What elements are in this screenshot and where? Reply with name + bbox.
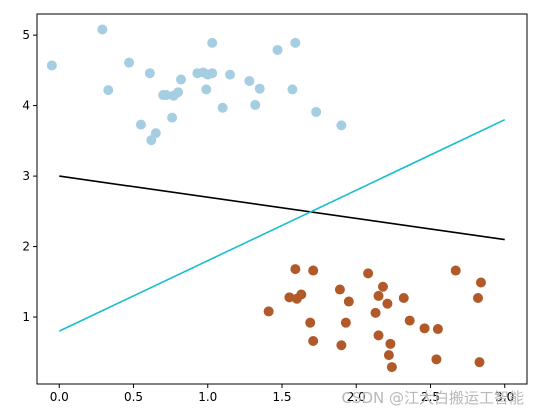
scatter-point xyxy=(370,307,381,318)
scatter-point xyxy=(450,265,461,276)
scatter-point xyxy=(207,68,218,79)
y-axis: 1 2 3 4 5 xyxy=(22,28,37,324)
scatter-point xyxy=(296,289,307,300)
scatter-point xyxy=(398,293,409,304)
scatter-point xyxy=(382,298,393,309)
x-tick-label: 1.5 xyxy=(272,390,291,404)
y-tick-label: 1 xyxy=(22,310,30,324)
plot-frame xyxy=(36,13,528,385)
scatter-point xyxy=(475,277,486,288)
watermark-text: CSDN @江大白搬运工智能 xyxy=(341,389,524,407)
scatter-point xyxy=(336,120,347,131)
scatter-point xyxy=(244,75,255,86)
scatter-point xyxy=(254,83,265,94)
scatter-point xyxy=(308,265,319,276)
scatter-point xyxy=(135,119,146,130)
scatter-point xyxy=(250,99,261,110)
scatter-point xyxy=(419,323,430,334)
series-line-3 xyxy=(58,118,506,332)
scatter-point xyxy=(373,330,384,341)
scatter-point xyxy=(336,340,347,351)
y-tick-label: 5 xyxy=(22,28,30,42)
scatter-point xyxy=(201,84,212,95)
scatter-point xyxy=(207,37,218,48)
scatter-point xyxy=(343,296,354,307)
x-tick-label: 0.0 xyxy=(50,390,69,404)
scatter-point xyxy=(284,292,295,303)
scatter-point xyxy=(144,68,155,79)
x-axis: 0.0 0.5 1.0 1.5 2.0 2.5 3.0 xyxy=(50,384,514,404)
scatter-point xyxy=(305,317,316,328)
scatter-point xyxy=(103,85,114,96)
scatter-point xyxy=(225,69,236,80)
x-tick-label: 2.5 xyxy=(421,390,440,404)
scatter-point xyxy=(173,87,184,98)
scatter-point xyxy=(340,317,351,328)
scatter-point xyxy=(176,74,187,85)
scatter-point xyxy=(150,128,161,139)
scatter-point xyxy=(46,60,57,71)
scatter-point xyxy=(308,336,319,347)
scatter-point xyxy=(383,350,394,361)
scatter-point xyxy=(272,44,283,55)
series-line-2 xyxy=(59,175,505,241)
y-tick-label: 2 xyxy=(22,240,30,254)
scatter-point xyxy=(161,90,172,101)
scatter-point xyxy=(404,315,415,326)
scatter-point xyxy=(385,338,396,349)
scatter-point xyxy=(287,84,298,95)
scatter-point xyxy=(431,354,442,365)
scatter-point xyxy=(377,281,388,292)
scatter-point xyxy=(97,24,108,35)
series-layer xyxy=(46,24,506,373)
scatter-point xyxy=(432,324,443,335)
scatter-point xyxy=(363,268,374,279)
scatter-point xyxy=(373,290,384,301)
scatter-point xyxy=(167,112,178,123)
scatter-point xyxy=(386,362,397,373)
scatter-point xyxy=(263,306,274,317)
y-tick-label: 4 xyxy=(22,99,30,113)
scatter-point xyxy=(217,102,228,113)
x-tick-label: 2.0 xyxy=(347,390,366,404)
scatter-point xyxy=(334,284,345,295)
x-tick-label: 0.5 xyxy=(124,390,143,404)
scatter-point xyxy=(474,357,485,368)
x-tick-label: 3.0 xyxy=(495,390,514,404)
scatter-point xyxy=(473,293,483,304)
scatter-point xyxy=(311,106,322,117)
scatter-point xyxy=(290,264,301,275)
y-tick-label: 3 xyxy=(22,169,30,183)
x-tick-label: 1.0 xyxy=(198,390,217,404)
scatter-point xyxy=(290,37,301,48)
scatter-point xyxy=(124,57,135,68)
